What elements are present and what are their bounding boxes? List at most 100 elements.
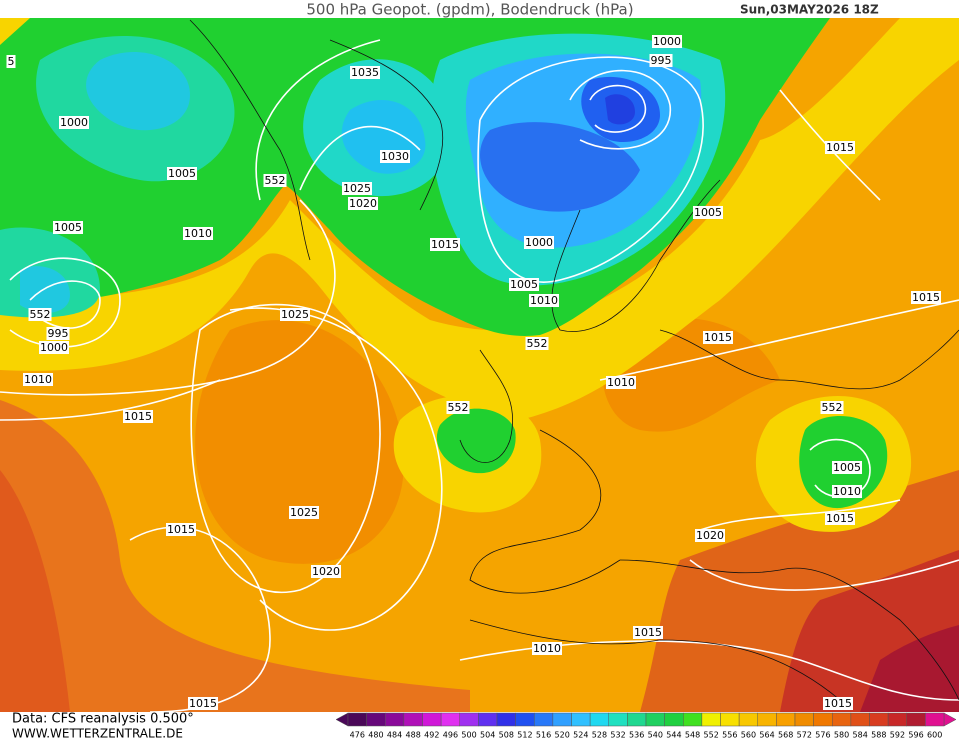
legend-swatch	[627, 712, 647, 727]
label-box	[59, 116, 89, 129]
contour-label: 1015	[634, 626, 662, 639]
legend-swatch	[496, 712, 516, 727]
legend-swatch	[776, 712, 796, 727]
data-source: Data: CFS reanalysis 0.500°	[12, 712, 194, 727]
contour-label: 1020	[349, 197, 377, 210]
label-box	[23, 373, 53, 386]
legend-swatch	[478, 712, 498, 727]
label-box	[348, 197, 378, 210]
legend-swatch	[850, 712, 870, 727]
contour-label: 1015	[826, 512, 854, 525]
legend-label: 548	[685, 731, 700, 740]
legend-swatch	[813, 712, 833, 727]
legend-swatch	[794, 712, 814, 727]
contour-label: 1015	[826, 141, 854, 154]
contour-label: 1015	[824, 697, 852, 710]
legend-swatch	[366, 712, 386, 727]
legend-swatch	[887, 712, 907, 727]
label-box	[46, 327, 70, 340]
legend-swatch	[552, 712, 572, 727]
label-box	[167, 167, 197, 180]
legend-label: 556	[722, 731, 737, 740]
label-box	[289, 506, 319, 519]
legend-label: 552	[704, 731, 719, 740]
label-box	[633, 626, 663, 639]
legend-label: 568	[778, 731, 793, 740]
legend-label: 532	[610, 731, 625, 740]
label-box	[649, 54, 673, 67]
contour-label: 1035	[351, 66, 379, 79]
contour-label: 1025	[343, 182, 371, 195]
legend-label: 560	[741, 731, 756, 740]
legend-swatch	[347, 712, 367, 727]
legend-label: 476	[350, 731, 365, 740]
label-box	[911, 291, 941, 304]
legend-swatch	[757, 712, 777, 727]
legend-label: 516	[536, 731, 551, 740]
contour-labels: 1000995103510001030101510055521025102010…	[6, 35, 941, 710]
legend-swatch	[701, 712, 721, 727]
label-box	[825, 512, 855, 525]
contour-label: 552	[527, 337, 548, 350]
legend-swatch	[906, 712, 926, 727]
legend-label: 524	[573, 731, 588, 740]
label-box	[825, 141, 855, 154]
contour-label: 1030	[381, 150, 409, 163]
legend-label: 508	[499, 731, 514, 740]
legend-label: 500	[461, 731, 476, 740]
website: WWW.WETTERZENTRALE.DE	[12, 727, 183, 741]
label-box	[183, 227, 213, 240]
legend-label: 504	[480, 731, 495, 740]
contour-label: 1015	[167, 523, 195, 536]
contour-label: 1000	[40, 341, 68, 354]
label-box	[703, 331, 733, 344]
legend-swatch	[664, 712, 684, 727]
legend-label: 544	[666, 731, 681, 740]
legend-swatch	[683, 712, 703, 727]
map-title: 500 hPa Geopot. (gpdm), Bodendruck (hPa)	[306, 1, 633, 19]
contour-label: 1005	[510, 278, 538, 291]
contour-label: 1000	[60, 116, 88, 129]
legend-label: 588	[871, 731, 886, 740]
label-box	[6, 55, 16, 68]
contour-label: 1005	[54, 221, 82, 234]
legend-label: 528	[592, 731, 607, 740]
label-box	[693, 206, 723, 219]
label-box	[263, 174, 287, 187]
legend-label: 572	[797, 731, 812, 740]
legend-swatch	[608, 712, 628, 727]
legend-label: 480	[368, 731, 383, 740]
contour-label: 552	[265, 174, 286, 187]
map-date: Sun,03MAY2026 18Z	[740, 3, 879, 17]
legend-label: 496	[443, 731, 458, 740]
label-box	[509, 278, 539, 291]
contour-label: 1025	[290, 506, 318, 519]
contour-label: 1015	[124, 410, 152, 423]
label-box	[311, 565, 341, 578]
label-box	[28, 308, 52, 321]
legend-swatch	[720, 712, 740, 727]
contour-label: 1015	[912, 291, 940, 304]
contour-label: 995	[48, 327, 69, 340]
legend-swatch	[589, 712, 609, 727]
legend-swatch	[925, 712, 945, 727]
contour-label: 1025	[281, 308, 309, 321]
legend-label: 580	[834, 731, 849, 740]
legend-label: 564	[759, 731, 774, 740]
label-box	[695, 529, 725, 542]
contour-label: 552	[30, 308, 51, 321]
map-field	[0, 18, 959, 712]
coastlines	[189, 19, 959, 701]
label-box	[529, 294, 559, 307]
label-box	[532, 642, 562, 655]
label-box	[820, 401, 844, 414]
contour-label: 1010	[533, 642, 561, 655]
contour-label: 1005	[694, 206, 722, 219]
label-box	[606, 376, 636, 389]
legend-label: 484	[387, 731, 402, 740]
label-box	[39, 341, 69, 354]
contour-label: 1010	[24, 373, 52, 386]
contour-label: 1010	[833, 485, 861, 498]
contour-label: 5	[8, 55, 15, 68]
